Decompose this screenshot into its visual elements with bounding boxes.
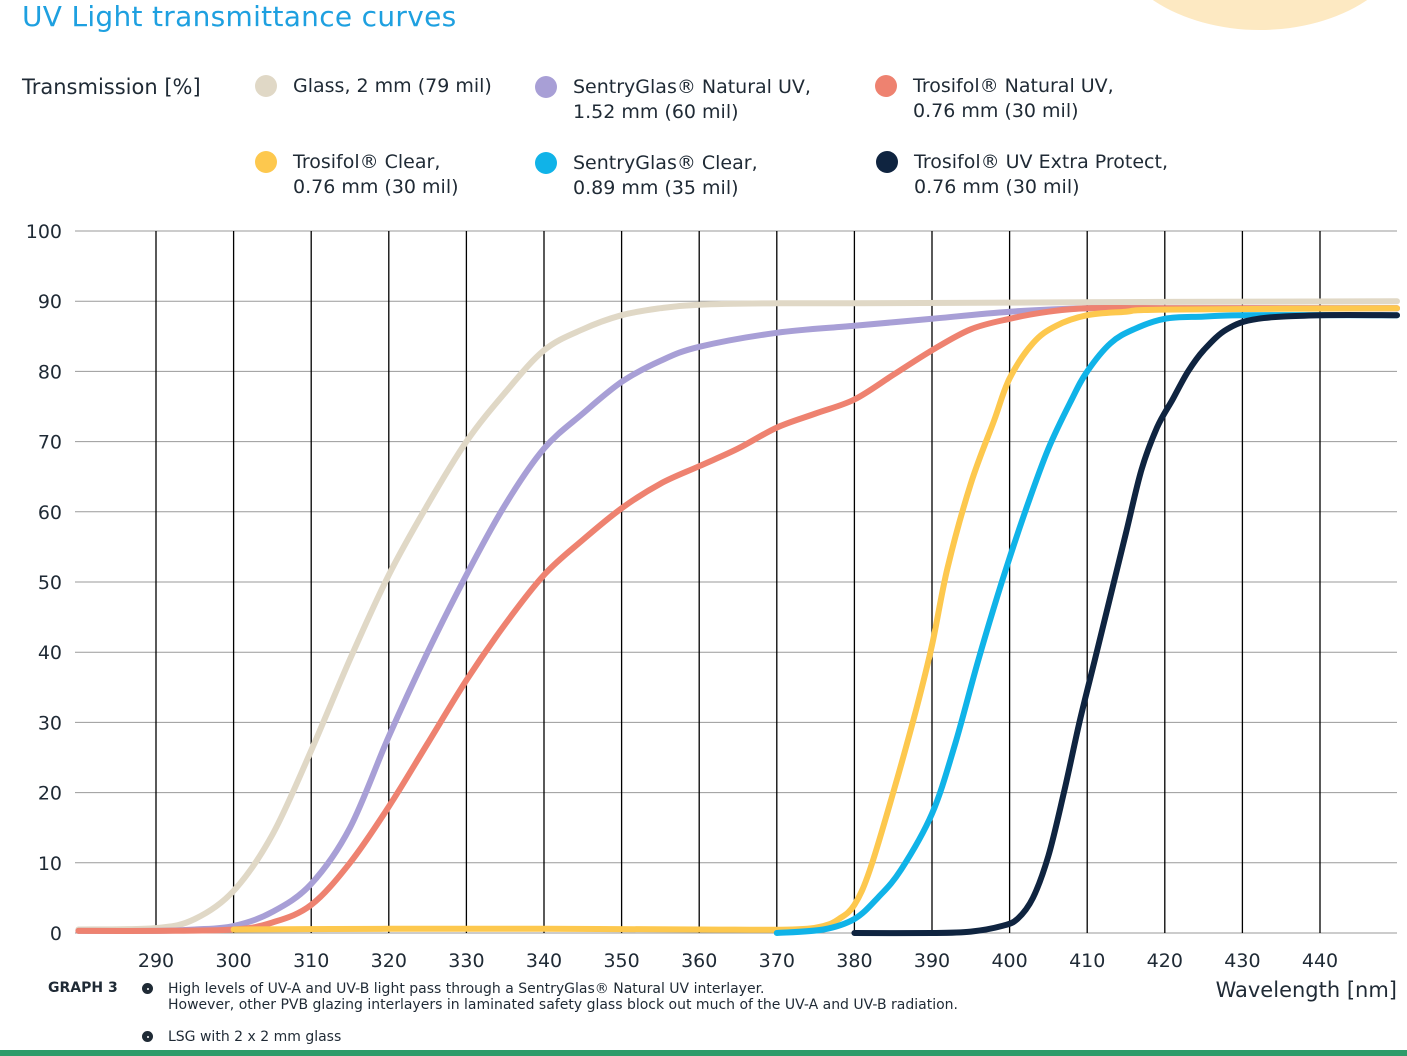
y-axis-label: Transmission [%] <box>22 75 201 99</box>
series-line <box>75 304 1400 934</box>
legend-swatch <box>535 76 557 98</box>
y-tick-label: 80 <box>38 361 62 383</box>
legend-item: Trosifol® UV Extra Protect, 0.76 mm (30 … <box>876 150 1168 200</box>
decorative-circle <box>1110 0 1407 30</box>
y-tick-label: 100 <box>26 221 62 243</box>
legend-label: Trosifol® UV Extra Protect, 0.76 mm (30 … <box>914 151 1168 198</box>
x-tick-label: 300 <box>215 950 251 972</box>
legend-item: Trosifol® Clear, 0.76 mm (30 mil) <box>255 150 459 200</box>
y-tick-label: 50 <box>38 572 62 594</box>
legend-label: Trosifol® Clear, 0.76 mm (30 mil) <box>293 151 459 198</box>
x-tick-label: 350 <box>603 950 639 972</box>
x-tick-label: 360 <box>681 950 717 972</box>
series-line <box>75 304 1400 934</box>
legend-item: Glass, 2 mm (79 mil) <box>255 74 492 99</box>
y-tick-label: 60 <box>38 502 62 524</box>
y-tick-label: 70 <box>38 432 62 454</box>
graph-note: High levels of UV-A and UV-B light pass … <box>168 981 958 1013</box>
y-tick-label: 0 <box>50 923 62 945</box>
legend-swatch <box>875 75 897 97</box>
x-tick-label: 380 <box>836 950 872 972</box>
legend-label: SentryGlas® Clear, 0.89 mm (35 mil) <box>573 152 758 199</box>
legend-swatch <box>535 152 557 174</box>
page-title: UV Light transmittance curves <box>22 0 457 33</box>
bottom-accent-bar <box>0 1050 1407 1056</box>
x-tick-label: 320 <box>371 950 407 972</box>
x-tick-label: 430 <box>1224 950 1260 972</box>
series-line <box>230 305 1400 933</box>
x-tick-label: 370 <box>759 950 795 972</box>
x-axis-label: Wavelength [nm] <box>1215 978 1397 1002</box>
x-tick-label: 410 <box>1069 950 1105 972</box>
x-tick-label: 340 <box>526 950 562 972</box>
legend-item: Trosifol® Natural UV, 0.76 mm (30 mil) <box>875 74 1114 124</box>
x-tick-label: 310 <box>293 950 329 972</box>
x-tick-label: 330 <box>448 950 484 972</box>
legend-swatch <box>876 151 898 173</box>
x-tick-label: 290 <box>138 950 174 972</box>
bullet-icon <box>142 983 153 994</box>
glass-note: LSG with 2 x 2 mm glass <box>168 1029 342 1045</box>
x-tick-label: 390 <box>914 950 950 972</box>
legend-label: Trosifol® Natural UV, 0.76 mm (30 mil) <box>913 75 1114 122</box>
y-tick-label: 40 <box>38 642 62 664</box>
legend-label: SentryGlas® Natural UV, 1.52 mm (60 mil) <box>573 76 811 123</box>
legend-item: SentryGlas® Clear, 0.89 mm (35 mil) <box>535 151 758 201</box>
x-tick-label: 400 <box>991 950 1027 972</box>
series-line <box>773 312 1400 936</box>
y-tick-label: 10 <box>38 853 62 875</box>
series-line <box>851 311 1400 937</box>
x-tick-label: 420 <box>1147 950 1183 972</box>
bullet-icon <box>142 1031 153 1042</box>
graph-label: GRAPH 3 <box>48 980 118 996</box>
legend-label: Glass, 2 mm (79 mil) <box>293 75 492 97</box>
legend-swatch <box>255 151 277 173</box>
legend-swatch <box>255 75 277 97</box>
y-tick-label: 30 <box>38 712 62 734</box>
y-tick-label: 90 <box>38 291 62 313</box>
transmittance-chart: 0 10 20 30 40 50 60 70 80 90 100 290 300 310 320 330 340… <box>26 221 1400 972</box>
legend-item: SentryGlas® Natural UV, 1.52 mm (60 mil) <box>535 75 811 125</box>
x-tick-label: 440 <box>1302 950 1338 972</box>
series-line <box>75 298 1400 933</box>
y-tick-label: 20 <box>38 783 62 805</box>
